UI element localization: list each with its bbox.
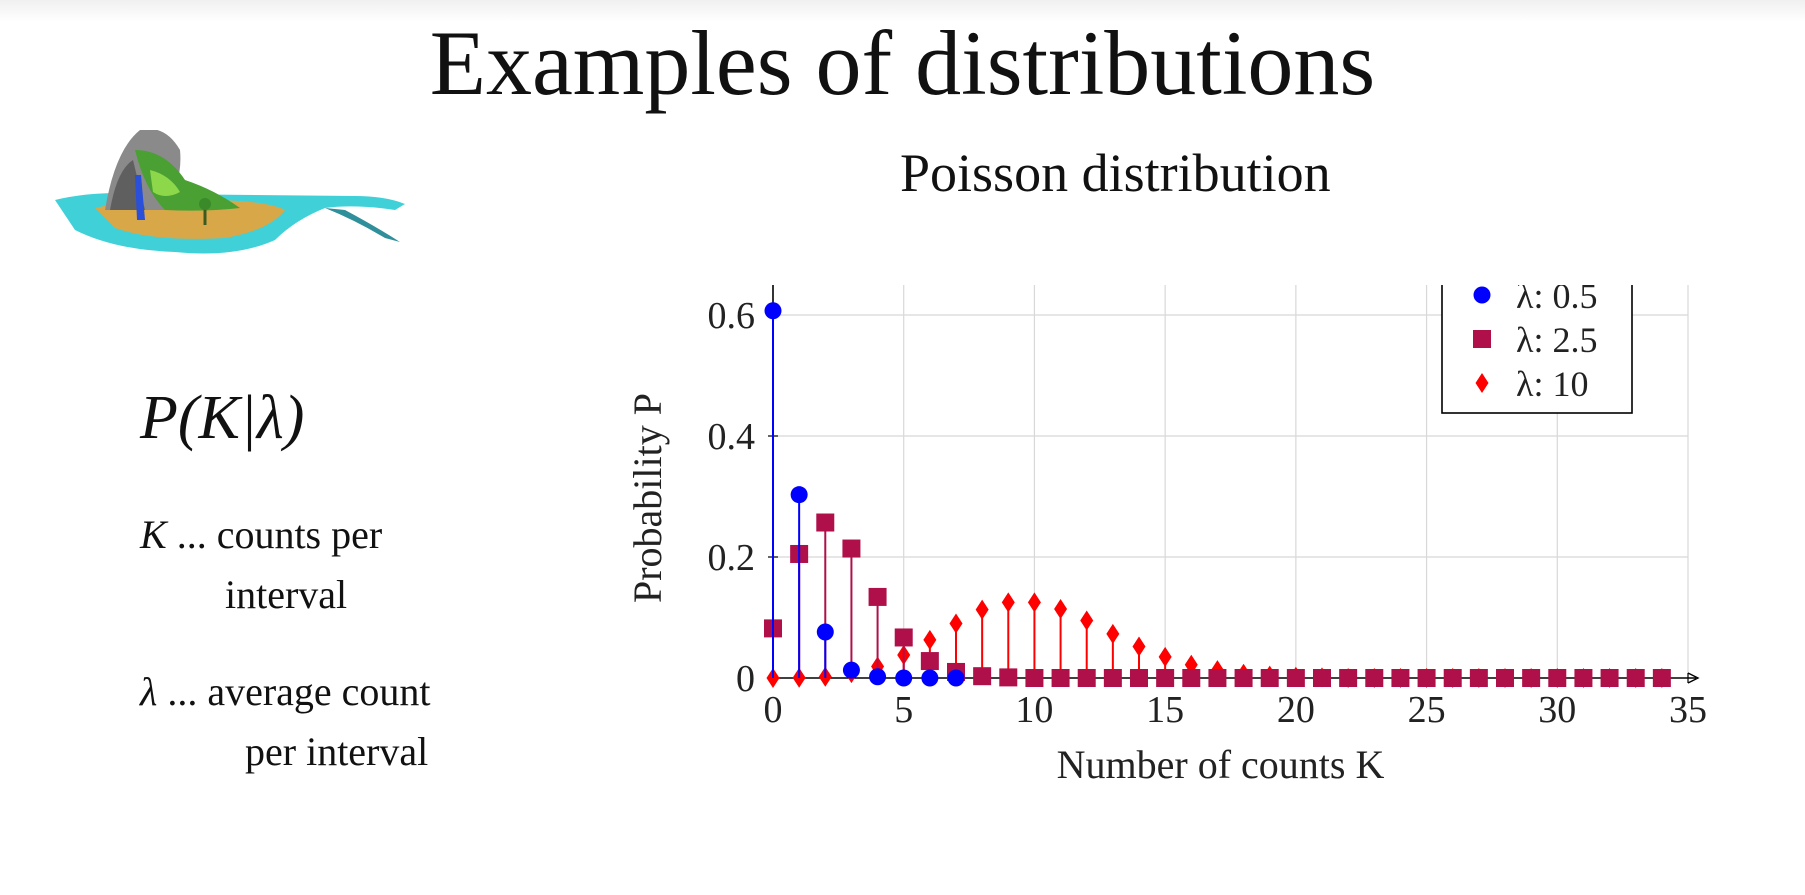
definition-k: K ... counts per interval [140, 505, 560, 625]
point-square [1652, 669, 1671, 687]
top-band [0, 0, 1805, 22]
slide-title: Examples of distributions [429, 12, 1376, 114]
point-square [1051, 669, 1070, 687]
y-tick-label: 0.6 [708, 295, 756, 337]
y-tick-label: 0 [736, 658, 755, 700]
point-square [868, 587, 887, 606]
point-square [1339, 669, 1358, 687]
point-square [1077, 669, 1096, 687]
point-diamond [949, 613, 963, 634]
legend-marker-square [1473, 330, 1491, 348]
y-tick-label: 0.4 [708, 416, 756, 458]
point-square [1234, 669, 1253, 687]
x-tick-label: 0 [764, 689, 783, 731]
chart-subtitle: Poisson distribution [900, 143, 1331, 203]
legend-marker-circle [1473, 286, 1491, 304]
point-square [1156, 669, 1175, 687]
x-tick-label: 10 [1015, 689, 1053, 731]
definition-text-continued: per interval [245, 729, 429, 774]
point-square [920, 652, 939, 671]
x-tick-label: 35 [1669, 689, 1707, 731]
definition-text-continued: interval [225, 572, 348, 617]
point-square [1600, 669, 1619, 687]
point-square [999, 668, 1018, 687]
point-diamond [1106, 623, 1120, 644]
point-square [1496, 669, 1514, 687]
point-diamond [1001, 592, 1015, 613]
point-square [842, 539, 861, 558]
x-axis-arrow [1687, 672, 1700, 684]
point-square [1574, 669, 1593, 687]
point-diamond [1080, 610, 1094, 631]
x-tick-label: 30 [1538, 689, 1576, 731]
definition-lambda: λ ... average count per interval [140, 662, 580, 782]
point-diamond [1132, 636, 1146, 657]
point-square [894, 628, 913, 647]
point-square [1548, 669, 1567, 687]
point-square [973, 667, 992, 686]
point-circle [947, 669, 965, 687]
point-circle [790, 486, 808, 504]
legend-marker-diamond [1475, 373, 1489, 393]
definition-symbol: K [140, 512, 167, 557]
point-square [1025, 669, 1044, 687]
legend-box [1441, 285, 1633, 414]
definition-text: ... average count [167, 669, 431, 714]
point-square [1469, 669, 1488, 687]
point-square [1103, 669, 1122, 687]
point-circle [869, 668, 887, 686]
legend-label: λ: 10 [1516, 364, 1588, 404]
point-square [1626, 669, 1645, 687]
point-diamond [1158, 646, 1172, 667]
point-diamond [1054, 599, 1068, 620]
point-circle [895, 669, 913, 687]
definition-text: ... counts per [176, 512, 383, 557]
island-illustration [55, 130, 405, 254]
definition-symbol: λ [140, 669, 158, 714]
x-tick-label: 25 [1408, 689, 1446, 731]
x-axis-label: Number of counts K [1057, 742, 1385, 787]
point-square [1443, 669, 1462, 687]
point-circle [816, 623, 834, 641]
legend-label: λ: 0.5 [1516, 285, 1597, 316]
point-square [1286, 669, 1305, 687]
point-diamond [923, 629, 937, 650]
legend-label: λ: 2.5 [1516, 320, 1597, 360]
y-axis-label: Probability P [625, 393, 670, 603]
point-square [1130, 669, 1148, 687]
point-square [1208, 669, 1227, 687]
point-circle [764, 302, 782, 320]
point-square [1313, 669, 1331, 687]
point-square [1522, 669, 1541, 687]
point-circle [921, 669, 939, 687]
point-square [1417, 669, 1436, 687]
point-square [1182, 669, 1201, 687]
point-square [1365, 669, 1384, 687]
point-diamond [975, 599, 989, 620]
poisson-chart: 0 5 10 15 20 25 30 35 0 0.2 0.4 0.6 Number of counts… [625, 285, 1707, 787]
x-tick-label: 15 [1146, 689, 1184, 731]
point-square [1260, 669, 1279, 687]
y-tick-label: 0.2 [708, 537, 756, 579]
x-tick-label: 5 [894, 689, 913, 731]
point-square [816, 513, 835, 532]
point-square [1391, 669, 1410, 687]
point-diamond [1027, 592, 1041, 613]
poisson-formula: P(K|λ) [140, 384, 305, 452]
x-tick-label: 20 [1277, 689, 1315, 731]
point-circle [842, 661, 860, 679]
